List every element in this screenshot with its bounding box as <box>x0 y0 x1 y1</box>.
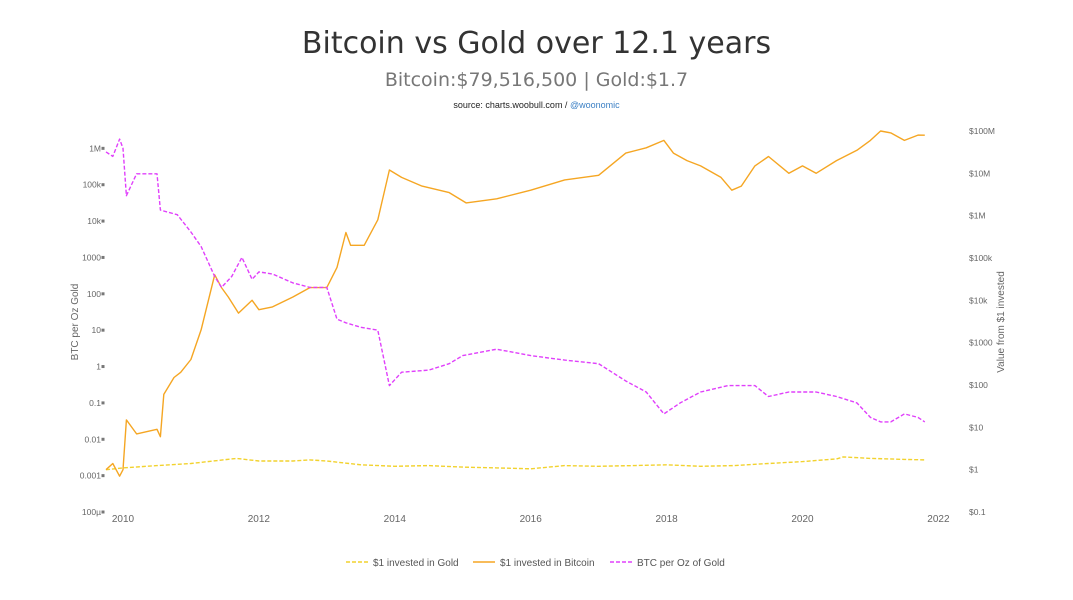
x-tick-label: 2020 <box>791 514 814 525</box>
y-left-tick-mark <box>101 401 105 405</box>
legend-label-bitcoin[interactable]: $1 invested in Bitcoin <box>500 558 595 569</box>
y-left-tick-mark <box>101 365 105 369</box>
source-text: source: charts.woobull.com / <box>453 100 570 110</box>
x-tick-label: 2014 <box>384 514 407 525</box>
y-left-tick-label: 1000 <box>82 252 101 262</box>
y-left-tick-label: 0.01 <box>84 434 101 444</box>
y-right-tick-label: $10M <box>969 168 990 178</box>
y-left-tick-mark <box>101 255 105 259</box>
y-left-tick-label: 0.001 <box>80 471 102 481</box>
legend-label-gold[interactable]: $1 invested in Gold <box>373 558 459 569</box>
y-axis-right-label: Value from $1 invested <box>996 271 1007 373</box>
y-axis-right: $100M $10M $1M $100k $10k $1000 $100 $10 $1 $0.1 <box>969 126 995 517</box>
y-right-tick-label: $10k <box>969 295 988 305</box>
chart-source: source: charts.woobull.com / @woonomic <box>0 100 1073 110</box>
series-line-ratio <box>105 138 926 423</box>
series-line-bitcoin <box>105 130 925 477</box>
y-right-tick-label: $1000 <box>969 338 993 348</box>
y-left-tick-label: 100µ <box>82 507 101 517</box>
series-layer <box>105 130 926 477</box>
y-left-tick-mark <box>101 510 105 514</box>
y-left-tick-mark <box>101 437 105 441</box>
y-right-tick-label: $100M <box>969 126 995 136</box>
x-tick-label: 2010 <box>112 514 135 525</box>
y-right-tick-label: $0.1 <box>969 507 986 517</box>
y-left-tick-mark <box>101 328 105 332</box>
x-tick-label: 2018 <box>655 514 678 525</box>
y-left-tick-label: 0.1 <box>89 398 101 408</box>
y-left-tick-label: 1 <box>96 362 101 372</box>
x-axis: 2010 2012 2014 2016 2018 2020 2022 <box>112 514 950 525</box>
chart-title: Bitcoin vs Gold over 12.1 years <box>301 26 772 61</box>
source-handle-link[interactable]: @woonomic <box>569 100 620 110</box>
y-left-tick-mark <box>101 219 105 223</box>
y-left-tick-mark <box>101 474 105 478</box>
y-left-tick-mark <box>101 183 105 187</box>
y-left-tick-mark <box>101 292 105 296</box>
y-left-tick-label: 10 <box>92 325 102 335</box>
y-left-tick-label: 1M <box>89 143 101 153</box>
series-line-gold <box>105 456 925 471</box>
y-right-tick-label: $1M <box>969 211 986 221</box>
y-left-tick-mark <box>101 146 105 150</box>
x-tick-label: 2022 <box>927 514 950 525</box>
y-left-tick-label: 10k <box>87 216 101 226</box>
y-axis-left-label: BTC per Oz Gold <box>70 284 81 361</box>
y-right-tick-label: $10 <box>969 422 983 432</box>
y-axis-left: 1M 100k 10k 1000 100 10 1 0.1 0.01 0.001 100µ <box>80 143 105 517</box>
y-right-tick-label: $1 <box>969 465 979 475</box>
legend: $1 invested in Gold $1 invested in Bitcoi… <box>346 558 725 569</box>
legend-label-ratio[interactable]: BTC per Oz of Gold <box>637 558 725 569</box>
y-left-tick-label: 100k <box>83 180 102 190</box>
y-left-tick-label: 100 <box>87 289 101 299</box>
y-right-tick-label: $100k <box>969 253 993 263</box>
x-tick-label: 2012 <box>248 514 271 525</box>
chart-subtitle: Bitcoin:$79,516,500 | Gold:$1.7 <box>384 69 689 91</box>
x-tick-label: 2016 <box>520 514 543 525</box>
y-right-tick-label: $100 <box>969 380 988 390</box>
